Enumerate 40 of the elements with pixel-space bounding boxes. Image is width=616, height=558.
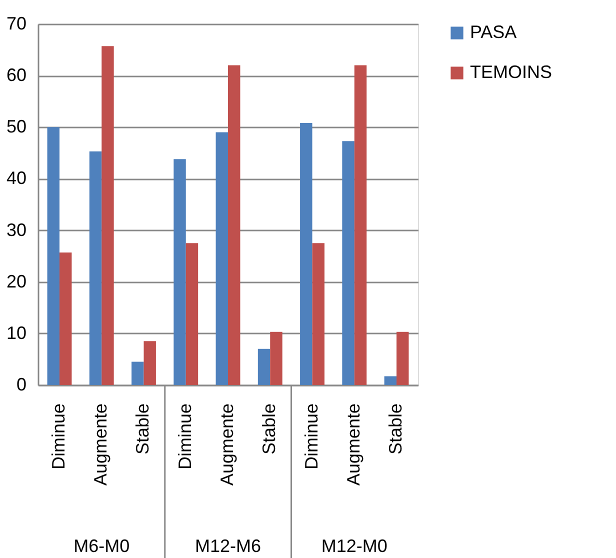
y-tick-label: 30: [6, 220, 26, 240]
y-tick-label: 70: [6, 14, 26, 34]
bar: [354, 65, 367, 385]
x-tick-label: Stable: [132, 404, 153, 455]
bar: [144, 341, 156, 385]
bar: [384, 376, 397, 385]
bar: [342, 141, 354, 385]
bar: [270, 332, 282, 385]
y-tick-label: 40: [6, 168, 26, 188]
x-tick-label: Stable: [386, 404, 406, 455]
bar: [174, 159, 186, 385]
bar: [59, 252, 72, 385]
text: M12-M0: [321, 536, 388, 556]
y-tick-label: 60: [6, 65, 26, 86]
x-tick-label: Augmente: [90, 404, 111, 486]
bar: [102, 46, 114, 385]
bar: [396, 332, 409, 385]
x-tick-label: Augmente: [217, 404, 237, 486]
bar: [300, 123, 312, 385]
x-tick-label: Diminue: [48, 404, 68, 470]
text: M6-M0: [74, 536, 130, 556]
bar: [258, 348, 270, 385]
bar: [89, 151, 102, 385]
bar: [47, 127, 60, 385]
x-tick-label: Augmente: [343, 404, 364, 486]
bar: [228, 65, 240, 385]
y-tick-label: 20: [6, 271, 26, 292]
bar: [312, 243, 324, 385]
bar: [216, 132, 228, 385]
bar: [186, 243, 198, 385]
y-tick-label: 0: [16, 374, 26, 394]
y-tick-label: 50: [6, 116, 26, 137]
bar: [132, 362, 144, 385]
x-tick-label: Diminue: [301, 404, 322, 470]
legend-label: TEMOINS: [470, 62, 552, 82]
text: M12-M6: [194, 536, 262, 556]
legend-label: PASA: [470, 22, 517, 42]
x-tick-label: Diminue: [174, 404, 195, 470]
x-tick-label: Stable: [259, 404, 280, 455]
y-tick-label: 10: [6, 322, 26, 343]
